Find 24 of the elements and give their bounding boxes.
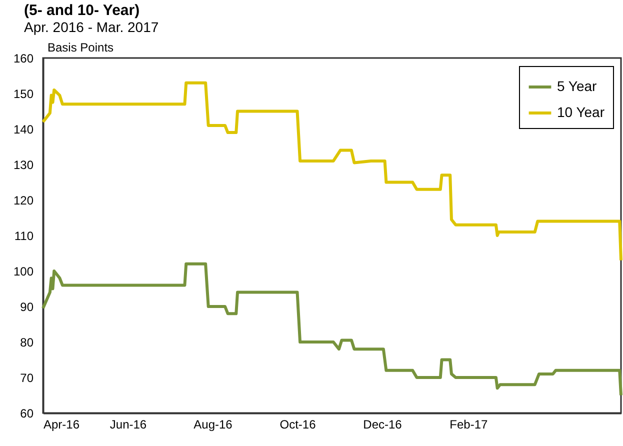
y-axis-title: Basis Points bbox=[48, 40, 114, 54]
y-tick-label: 80 bbox=[20, 336, 34, 350]
legend-label: 5 Year bbox=[557, 78, 598, 94]
x-tick-label: Oct-16 bbox=[280, 418, 316, 432]
line-series bbox=[42, 262, 622, 397]
y-tick-label: 90 bbox=[20, 300, 34, 314]
y-tick-label: 110 bbox=[14, 229, 34, 243]
chart-title: (5- and 10- Year) bbox=[24, 2, 141, 19]
y-tick-label: 70 bbox=[20, 371, 34, 385]
y-tick-label: 130 bbox=[13, 158, 34, 172]
x-tick-label: Apr-16 bbox=[44, 418, 80, 432]
chart-subtitle: Apr. 2016 - Mar. 2017 bbox=[24, 19, 160, 35]
y-tick-label: 100 bbox=[13, 264, 34, 278]
x-tick-label: Jun-16 bbox=[110, 418, 147, 432]
x-tick-label: Dec-16 bbox=[363, 418, 402, 432]
x-tick-label: Feb-17 bbox=[450, 418, 488, 432]
y-tick-label: 120 bbox=[13, 194, 34, 208]
y-tick-label: 160 bbox=[13, 52, 34, 66]
y-tick-label: 150 bbox=[13, 87, 34, 101]
line-series bbox=[42, 81, 622, 262]
y-tick-label: 140 bbox=[13, 122, 34, 136]
y-tick-label: 60 bbox=[20, 406, 34, 420]
x-tick-label: Aug-16 bbox=[194, 418, 233, 432]
legend-label: 10 Year bbox=[557, 104, 605, 120]
